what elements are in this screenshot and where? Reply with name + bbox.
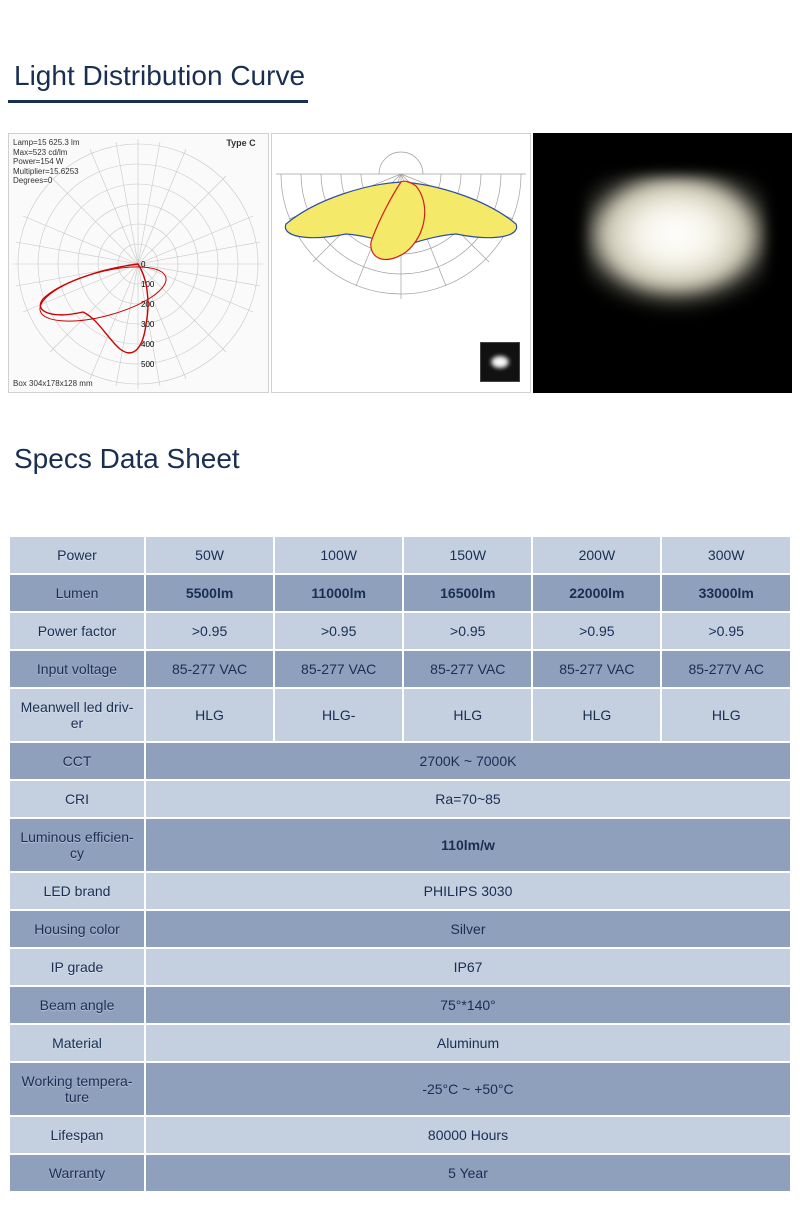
table-merged-cell: Silver xyxy=(146,911,790,947)
section-title-curve: Light Distribution Curve xyxy=(14,60,800,92)
chart1-type-label: Type C xyxy=(226,138,255,148)
table-merged-cell: 75°*140° xyxy=(146,987,790,1023)
table-cell: 11000lm xyxy=(275,575,402,611)
table-row-label: Power factor xyxy=(10,613,144,649)
table-row-label: Lumen xyxy=(10,575,144,611)
table-merged-cell: 5 Year xyxy=(146,1155,790,1191)
polar-chart-2 xyxy=(271,133,532,393)
table-cell: HLG- xyxy=(275,689,402,741)
svg-text:500: 500 xyxy=(141,360,155,369)
table-cell: HLG xyxy=(533,689,660,741)
table-row-label: Meanwell led driv- er xyxy=(10,689,144,741)
table-merged-cell: IP67 xyxy=(146,949,790,985)
table-cell: 150W xyxy=(404,537,531,573)
table-row-label: Beam angle xyxy=(10,987,144,1023)
table-cell: >0.95 xyxy=(146,613,273,649)
light-glow xyxy=(586,175,766,325)
chart1-info-line: Max=523 cd/lm xyxy=(13,148,80,158)
table-cell: 33000lm xyxy=(662,575,790,611)
table-cell: 85-277 VAC xyxy=(533,651,660,687)
svg-text:100: 100 xyxy=(141,280,155,289)
table-merged-cell: 80000 Hours xyxy=(146,1117,790,1153)
table-row-label: Housing color xyxy=(10,911,144,947)
section-title-specs: Specs Data Sheet xyxy=(14,443,800,475)
specs-table: Power50W100W150W200W300W Lumen5500lm11000… xyxy=(8,535,792,1193)
table-row-label: Power xyxy=(10,537,144,573)
table-cell: 200W xyxy=(533,537,660,573)
table-cell: 85-277V AC xyxy=(662,651,790,687)
table-row-label: Input voltage xyxy=(10,651,144,687)
table-row-label: LED brand xyxy=(10,873,144,909)
table-merged-cell: Ra=70~85 xyxy=(146,781,790,817)
table-cell: >0.95 xyxy=(533,613,660,649)
table-cell: 300W xyxy=(662,537,790,573)
table-merged-cell: Aluminum xyxy=(146,1025,790,1061)
polar-chart-1: Lamp=15 625.3 lm Max=523 cd/lm Power=154… xyxy=(8,133,269,393)
table-row-label: Warranty xyxy=(10,1155,144,1191)
charts-row: Lamp=15 625.3 lm Max=523 cd/lm Power=154… xyxy=(8,133,792,393)
table-row-label: Material xyxy=(10,1025,144,1061)
title-underline xyxy=(8,100,308,103)
chart1-info: Lamp=15 625.3 lm Max=523 cd/lm Power=154… xyxy=(13,138,80,186)
chart1-bottom-label: Box 304x178x128 mm xyxy=(13,379,93,388)
table-row-label: CRI xyxy=(10,781,144,817)
table-cell: 85-277 VAC xyxy=(146,651,273,687)
table-cell: 16500lm xyxy=(404,575,531,611)
table-cell: >0.95 xyxy=(275,613,402,649)
chart1-info-line: Multiplier=15.6253 xyxy=(13,167,80,177)
table-merged-cell: -25°C ~ +50°C xyxy=(146,1063,790,1115)
table-cell: 85-277 VAC xyxy=(275,651,402,687)
chart2-inset-thumb xyxy=(480,342,520,382)
table-row-label: Working tempera- ture xyxy=(10,1063,144,1115)
chart1-info-line: Degrees=0 xyxy=(13,176,80,186)
chart1-info-line: Lamp=15 625.3 lm xyxy=(13,138,80,148)
table-cell: HLG xyxy=(146,689,273,741)
table-cell: 50W xyxy=(146,537,273,573)
table-row-label: Lifespan xyxy=(10,1117,144,1153)
svg-text:300: 300 xyxy=(141,320,155,329)
table-merged-cell: 2700K ~ 7000K xyxy=(146,743,790,779)
table-row-label: Luminous efficien- cy xyxy=(10,819,144,871)
table-merged-cell: PHILIPS 3030 xyxy=(146,873,790,909)
table-cell: 5500lm xyxy=(146,575,273,611)
table-row-label: IP grade xyxy=(10,949,144,985)
svg-text:400: 400 xyxy=(141,340,155,349)
table-cell: 85-277 VAC xyxy=(404,651,531,687)
table-cell: HLG xyxy=(662,689,790,741)
light-photo xyxy=(533,133,792,393)
table-cell: >0.95 xyxy=(662,613,790,649)
table-merged-cell: 110lm/w xyxy=(146,819,790,871)
table-row-label: CCT xyxy=(10,743,144,779)
table-cell: >0.95 xyxy=(404,613,531,649)
table-cell: 100W xyxy=(275,537,402,573)
table-cell: 22000lm xyxy=(533,575,660,611)
table-cell: HLG xyxy=(404,689,531,741)
chart1-info-line: Power=154 W xyxy=(13,157,80,167)
